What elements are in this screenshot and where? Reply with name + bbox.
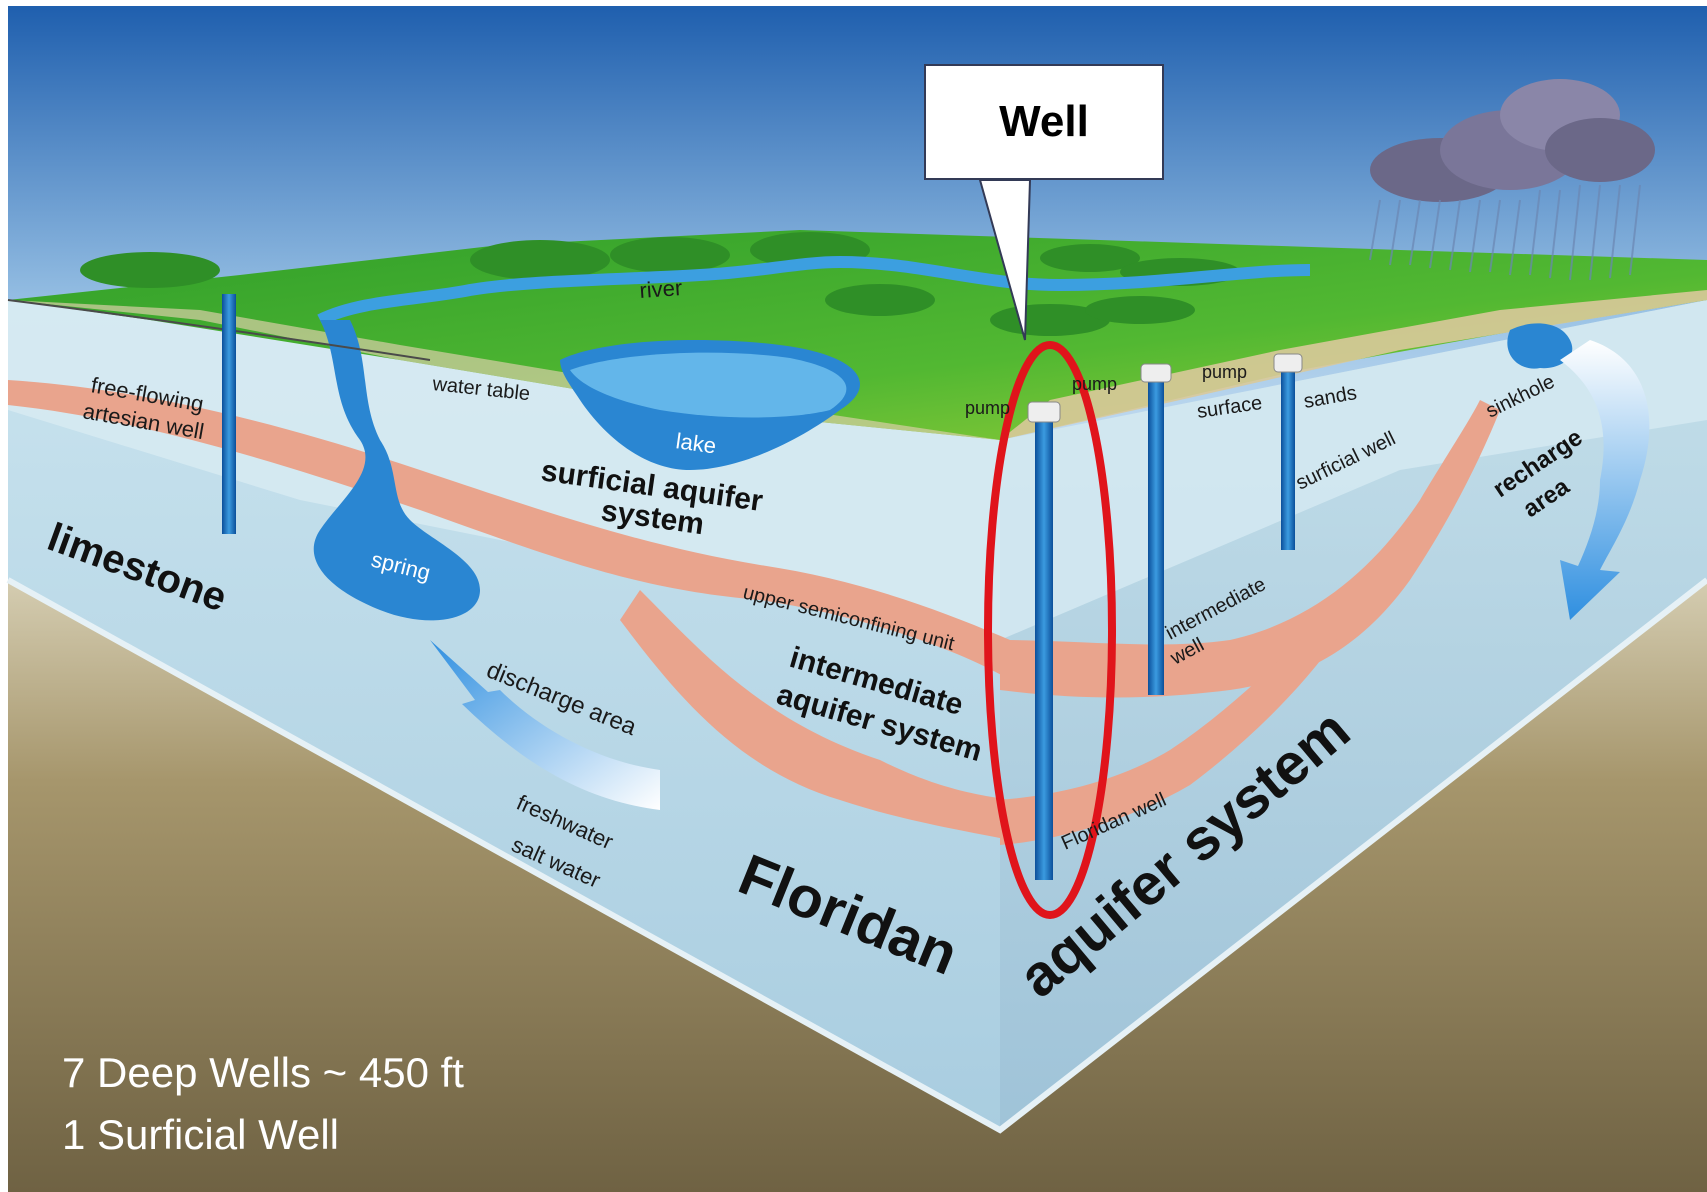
river [317,255,1311,326]
recharge-arrow [1560,340,1650,620]
label-lake: lake [674,428,717,458]
upper-confining-left [8,380,1010,680]
lower-confining-left [620,590,1010,840]
footnote-deep-wells: 7 Deep Wells ~ 450 ft [62,1049,464,1096]
lower-confining-right [1000,620,1340,845]
floridan-well-pipe [1035,420,1053,880]
surficial-well-pipe [1281,370,1295,550]
highlight-ellipse [984,341,1116,919]
label-pump-1: pump [965,398,1010,418]
intermediate-well-pipe [1148,380,1164,695]
pump-head-1 [1027,401,1061,423]
pump-head-3 [1273,353,1303,373]
rain-cloud-icon [1369,79,1655,281]
land-surface [8,230,1707,440]
label-pump-2: pump [1072,374,1117,394]
footnote-surficial-well: 1 Surficial Well [62,1111,339,1158]
artesian-well-pipe [222,294,236,534]
label-river: river [639,275,683,303]
sinkhole [1507,323,1573,369]
well-callout: Well [924,64,1164,180]
discharge-arrow [430,640,660,810]
pump-head-2 [1140,363,1172,383]
spring-channel [313,320,480,621]
callout-pointer [978,179,1032,341]
label-pump-3: pump [1202,362,1247,382]
